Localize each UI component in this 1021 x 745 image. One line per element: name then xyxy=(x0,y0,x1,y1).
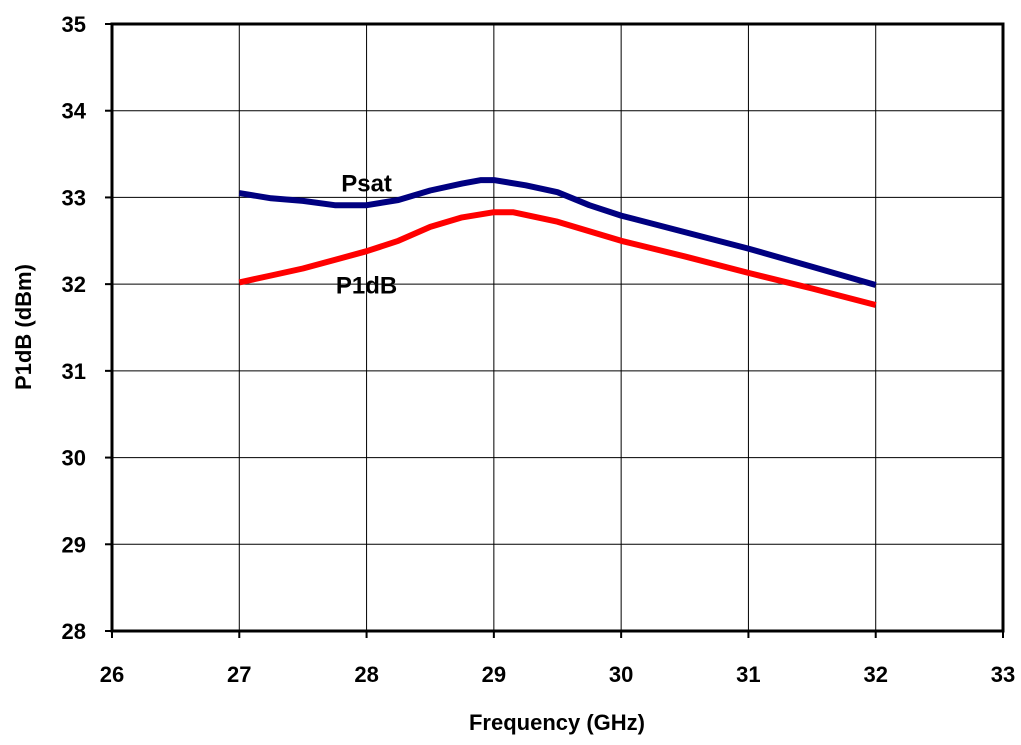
y-tick-label: 30 xyxy=(62,446,86,471)
series-line-p1db xyxy=(238,209,877,308)
series-annotations: Psat P1dB xyxy=(336,170,397,299)
series-label-psat: Psat xyxy=(341,170,392,197)
y-tick-label: 34 xyxy=(62,99,87,124)
x-axis-title: Frequency (GHz) xyxy=(469,710,645,735)
x-tick-label: 32 xyxy=(863,662,887,687)
x-tick-label: 27 xyxy=(227,662,251,687)
x-tick-label: 30 xyxy=(609,662,633,687)
x-tick-labels: 26 27 28 29 30 31 32 33 xyxy=(100,662,1015,687)
y-tick-label: 35 xyxy=(62,12,86,37)
x-tick-label: 33 xyxy=(991,662,1015,687)
y-tick-label: 31 xyxy=(62,359,86,384)
series-lines xyxy=(238,177,877,308)
x-tick-label: 29 xyxy=(482,662,506,687)
y-tick-label: 33 xyxy=(62,185,86,210)
y-tick-labels: 28 29 30 31 32 33 34 35 xyxy=(62,12,87,644)
x-tick-label: 28 xyxy=(354,662,378,687)
y-tick-label: 29 xyxy=(62,532,86,557)
series-line-psat xyxy=(238,177,877,288)
y-axis-title: P1dB (dBm) xyxy=(11,264,36,390)
x-tick-label: 31 xyxy=(736,662,760,687)
plot-frame xyxy=(110,22,1005,633)
y-tick-label: 28 xyxy=(62,619,86,644)
gridlines xyxy=(112,24,1003,631)
x-tick-label: 26 xyxy=(100,662,124,687)
series-label-p1db: P1dB xyxy=(336,273,397,300)
y-tick-label: 32 xyxy=(62,272,86,297)
